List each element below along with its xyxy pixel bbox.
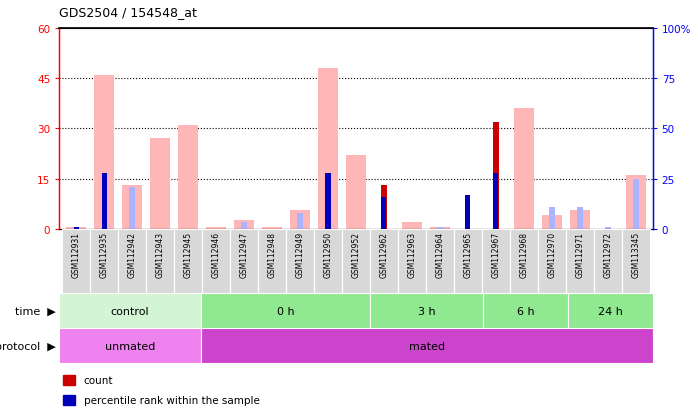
Bar <box>402 223 422 229</box>
Text: GSM112965: GSM112965 <box>463 231 473 277</box>
Bar <box>346 156 366 229</box>
Bar <box>493 173 498 229</box>
Bar <box>122 186 142 229</box>
Text: GSM112948: GSM112948 <box>267 231 276 277</box>
Bar <box>510 229 538 293</box>
Bar <box>622 229 650 293</box>
Bar <box>102 173 107 229</box>
Text: GSM112963: GSM112963 <box>408 231 417 277</box>
Bar <box>483 293 568 328</box>
Bar <box>342 229 370 293</box>
Bar <box>318 69 338 229</box>
Bar <box>381 197 387 229</box>
Text: control: control <box>111 306 149 316</box>
Bar <box>174 229 202 293</box>
Text: GSM112972: GSM112972 <box>603 231 612 277</box>
Bar <box>73 227 79 229</box>
Bar <box>633 179 639 229</box>
Text: 0 h: 0 h <box>276 306 294 316</box>
Bar <box>59 293 200 328</box>
Text: GSM112947: GSM112947 <box>239 231 248 277</box>
Bar <box>566 229 594 293</box>
Bar <box>549 207 555 229</box>
Text: GSM112949: GSM112949 <box>295 231 304 277</box>
Text: GSM112950: GSM112950 <box>323 231 332 277</box>
Text: GSM113345: GSM113345 <box>631 231 640 277</box>
Text: 6 h: 6 h <box>517 306 534 316</box>
Bar <box>542 216 562 229</box>
Text: GSM112970: GSM112970 <box>547 231 556 277</box>
Bar <box>146 229 174 293</box>
Bar <box>370 229 398 293</box>
Text: GSM112968: GSM112968 <box>519 231 528 277</box>
Text: GSM112971: GSM112971 <box>575 231 584 277</box>
Bar <box>398 229 426 293</box>
Bar <box>200 328 653 363</box>
Bar <box>297 213 303 229</box>
Bar <box>577 207 583 229</box>
Bar <box>514 109 534 229</box>
Bar <box>90 229 118 293</box>
Bar <box>290 211 310 229</box>
Bar <box>482 229 510 293</box>
Bar <box>626 176 646 229</box>
Bar <box>73 227 79 229</box>
Bar <box>430 228 450 229</box>
Bar <box>200 293 370 328</box>
Bar <box>206 228 226 229</box>
Bar <box>325 173 331 229</box>
Bar <box>118 229 146 293</box>
Bar <box>594 229 622 293</box>
Bar <box>66 228 86 229</box>
Bar <box>241 222 247 229</box>
Text: GDS2504 / 154548_at: GDS2504 / 154548_at <box>59 6 198 19</box>
Bar <box>454 229 482 293</box>
Text: 24 h: 24 h <box>597 306 623 316</box>
Text: GSM112945: GSM112945 <box>184 231 193 277</box>
Bar <box>604 227 611 229</box>
Bar <box>286 229 314 293</box>
Bar <box>466 195 470 229</box>
Bar <box>538 229 566 293</box>
Bar <box>59 328 200 363</box>
Text: mated: mated <box>408 341 445 351</box>
Text: protocol  ▶: protocol ▶ <box>0 341 56 351</box>
Text: GSM112931: GSM112931 <box>72 231 81 277</box>
Bar <box>314 229 342 293</box>
Bar <box>262 228 282 229</box>
Bar <box>178 126 198 229</box>
Text: count: count <box>84 375 113 385</box>
Bar <box>437 227 443 229</box>
Text: GSM112962: GSM112962 <box>380 231 389 277</box>
Text: GSM112942: GSM112942 <box>128 231 137 277</box>
Bar <box>129 187 135 229</box>
Text: time  ▶: time ▶ <box>15 306 56 316</box>
Bar <box>493 122 499 229</box>
Bar <box>258 229 286 293</box>
Text: 3 h: 3 h <box>418 306 436 316</box>
Bar <box>568 293 653 328</box>
Text: GSM112964: GSM112964 <box>436 231 445 277</box>
Text: GSM112952: GSM112952 <box>352 231 360 277</box>
Bar <box>94 76 114 229</box>
Bar <box>230 229 258 293</box>
Bar <box>62 229 90 293</box>
Text: unmated: unmated <box>105 341 155 351</box>
Bar <box>234 221 254 229</box>
Bar <box>426 229 454 293</box>
Bar <box>570 211 590 229</box>
Text: GSM112935: GSM112935 <box>100 231 109 277</box>
Bar <box>370 293 483 328</box>
Bar <box>202 229 230 293</box>
Text: GSM112946: GSM112946 <box>211 231 221 277</box>
Text: GSM112967: GSM112967 <box>491 231 500 277</box>
Text: GSM112943: GSM112943 <box>156 231 165 277</box>
Text: percentile rank within the sample: percentile rank within the sample <box>84 395 260 405</box>
Bar <box>150 139 170 229</box>
Bar <box>381 186 387 229</box>
